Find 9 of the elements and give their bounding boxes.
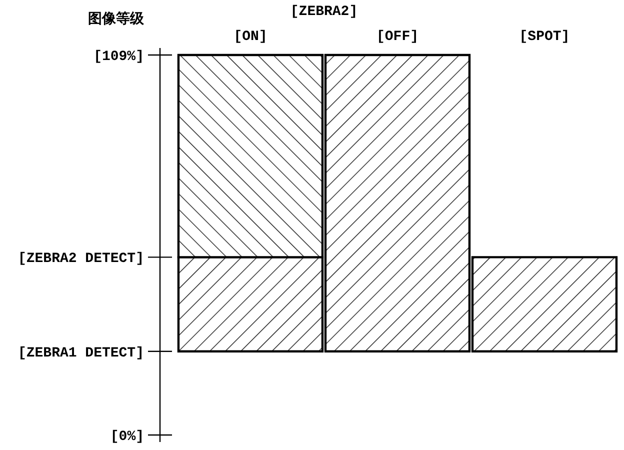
y-tick-label: [0%] — [110, 429, 144, 446]
y-tick-label: [109%] — [94, 48, 144, 65]
x-tick-label: [SPOT] — [519, 29, 570, 45]
x-tick-label: [OFF] — [376, 29, 419, 45]
x-tick-label: [ON] — [234, 29, 268, 45]
y-tick-label: [ZEBRA1 DETECT] — [18, 345, 144, 362]
y-tick-label: [ZEBRA2 DETECT] — [18, 251, 144, 268]
text: [ZEBRA2] — [289, 4, 359, 20]
y-axis-title: 图像等级 — [88, 10, 144, 28]
